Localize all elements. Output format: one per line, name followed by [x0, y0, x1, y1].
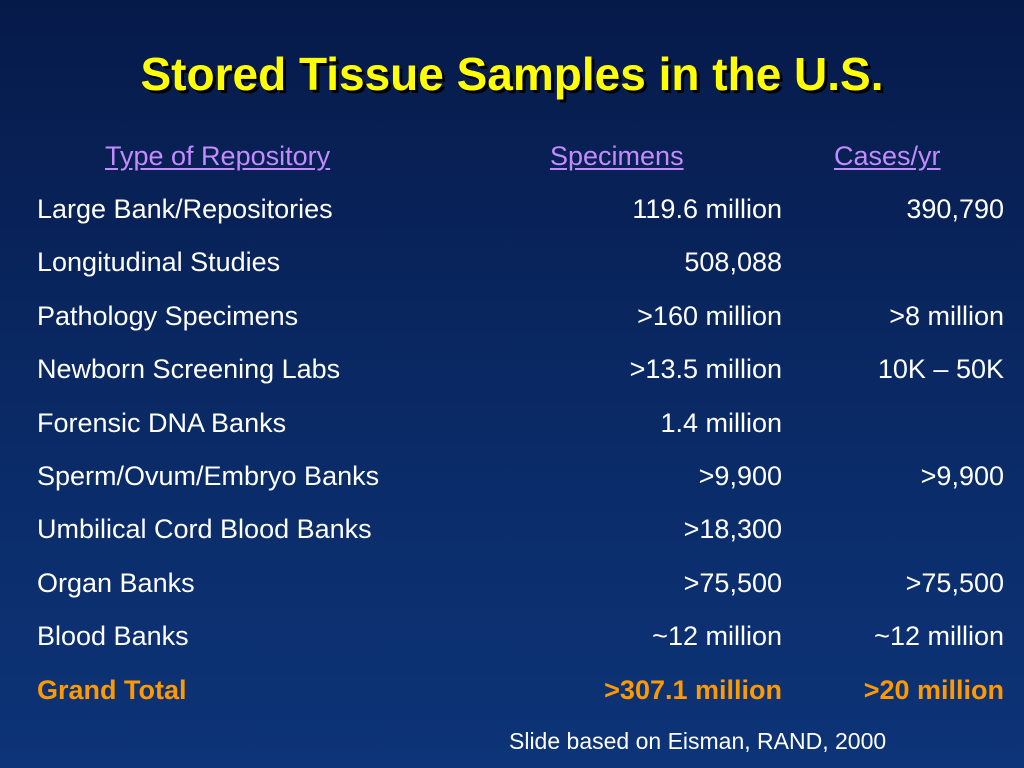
- cases-cell: >8 million: [889, 301, 1004, 331]
- repository-type-cell: Blood Banks: [37, 621, 189, 651]
- specimens-cell: >9,900: [698, 461, 782, 491]
- specimens-cell: >75,500: [683, 568, 782, 598]
- grand-total-specimens: >307.1 million: [604, 675, 782, 705]
- table-row: Longitudinal Studies 508,088: [0, 242, 1024, 282]
- repository-type-cell: Sperm/Ovum/Embryo Banks: [37, 461, 380, 491]
- grand-total-cases: >20 million: [863, 675, 1004, 705]
- specimens-cell: 1.4 million: [660, 408, 782, 438]
- repository-type-cell: Large Bank/Repositories: [37, 194, 333, 224]
- repository-type-cell: Umbilical Cord Blood Banks: [37, 514, 372, 544]
- slide-title: Stored Tissue Samples in the U.S.: [140, 48, 884, 100]
- table-row: Newborn Screening Labs >13.5 million 10K…: [0, 349, 1024, 389]
- specimens-cell: >13.5 million: [629, 354, 782, 384]
- cases-cell: ~12 million: [874, 621, 1004, 651]
- table-header: Type of Repository Specimens Cases/yr: [0, 136, 1024, 176]
- header-cases-per-year: Cases/yr: [834, 141, 941, 171]
- cases-cell: >9,900: [920, 461, 1004, 491]
- header-specimens: Specimens: [550, 141, 684, 171]
- source-citation: Slide based on Eisman, RAND, 2000: [509, 728, 887, 754]
- repository-type-cell: Pathology Specimens: [37, 301, 299, 331]
- table-row: Pathology Specimens >160 million >8 mill…: [0, 296, 1024, 336]
- table-row: Umbilical Cord Blood Banks >18,300: [0, 509, 1024, 549]
- repository-type-cell: Forensic DNA Banks: [37, 408, 287, 438]
- repository-type-cell: Longitudinal Studies: [37, 247, 281, 277]
- table-row: Sperm/Ovum/Embryo Banks >9,900 >9,900: [0, 456, 1024, 496]
- repository-type-cell: Newborn Screening Labs: [37, 354, 341, 384]
- table-row: Organ Banks >75,500 >75,500: [0, 563, 1024, 603]
- cases-cell: 390,790: [906, 194, 1004, 224]
- cases-cell: >75,500: [905, 568, 1004, 598]
- repository-type-cell: Organ Banks: [37, 568, 195, 598]
- specimens-cell: >18,300: [683, 514, 782, 544]
- table-row: Blood Banks ~12 million ~12 million: [0, 616, 1024, 656]
- specimens-cell: 119.6 million: [632, 194, 782, 224]
- specimens-cell: ~12 million: [652, 621, 782, 651]
- specimens-cell: 508,088: [684, 247, 782, 277]
- grand-total-label: Grand Total: [37, 675, 187, 705]
- cases-cell: 10K – 50K: [877, 354, 1004, 384]
- table-row: Forensic DNA Banks 1.4 million: [0, 403, 1024, 443]
- header-type-of-repository: Type of Repository: [105, 141, 331, 171]
- specimens-cell: >160 million: [637, 301, 782, 331]
- grand-total-row: Grand Total >307.1 million >20 million: [0, 670, 1024, 710]
- table-row: Large Bank/Repositories 119.6 million 39…: [0, 189, 1024, 229]
